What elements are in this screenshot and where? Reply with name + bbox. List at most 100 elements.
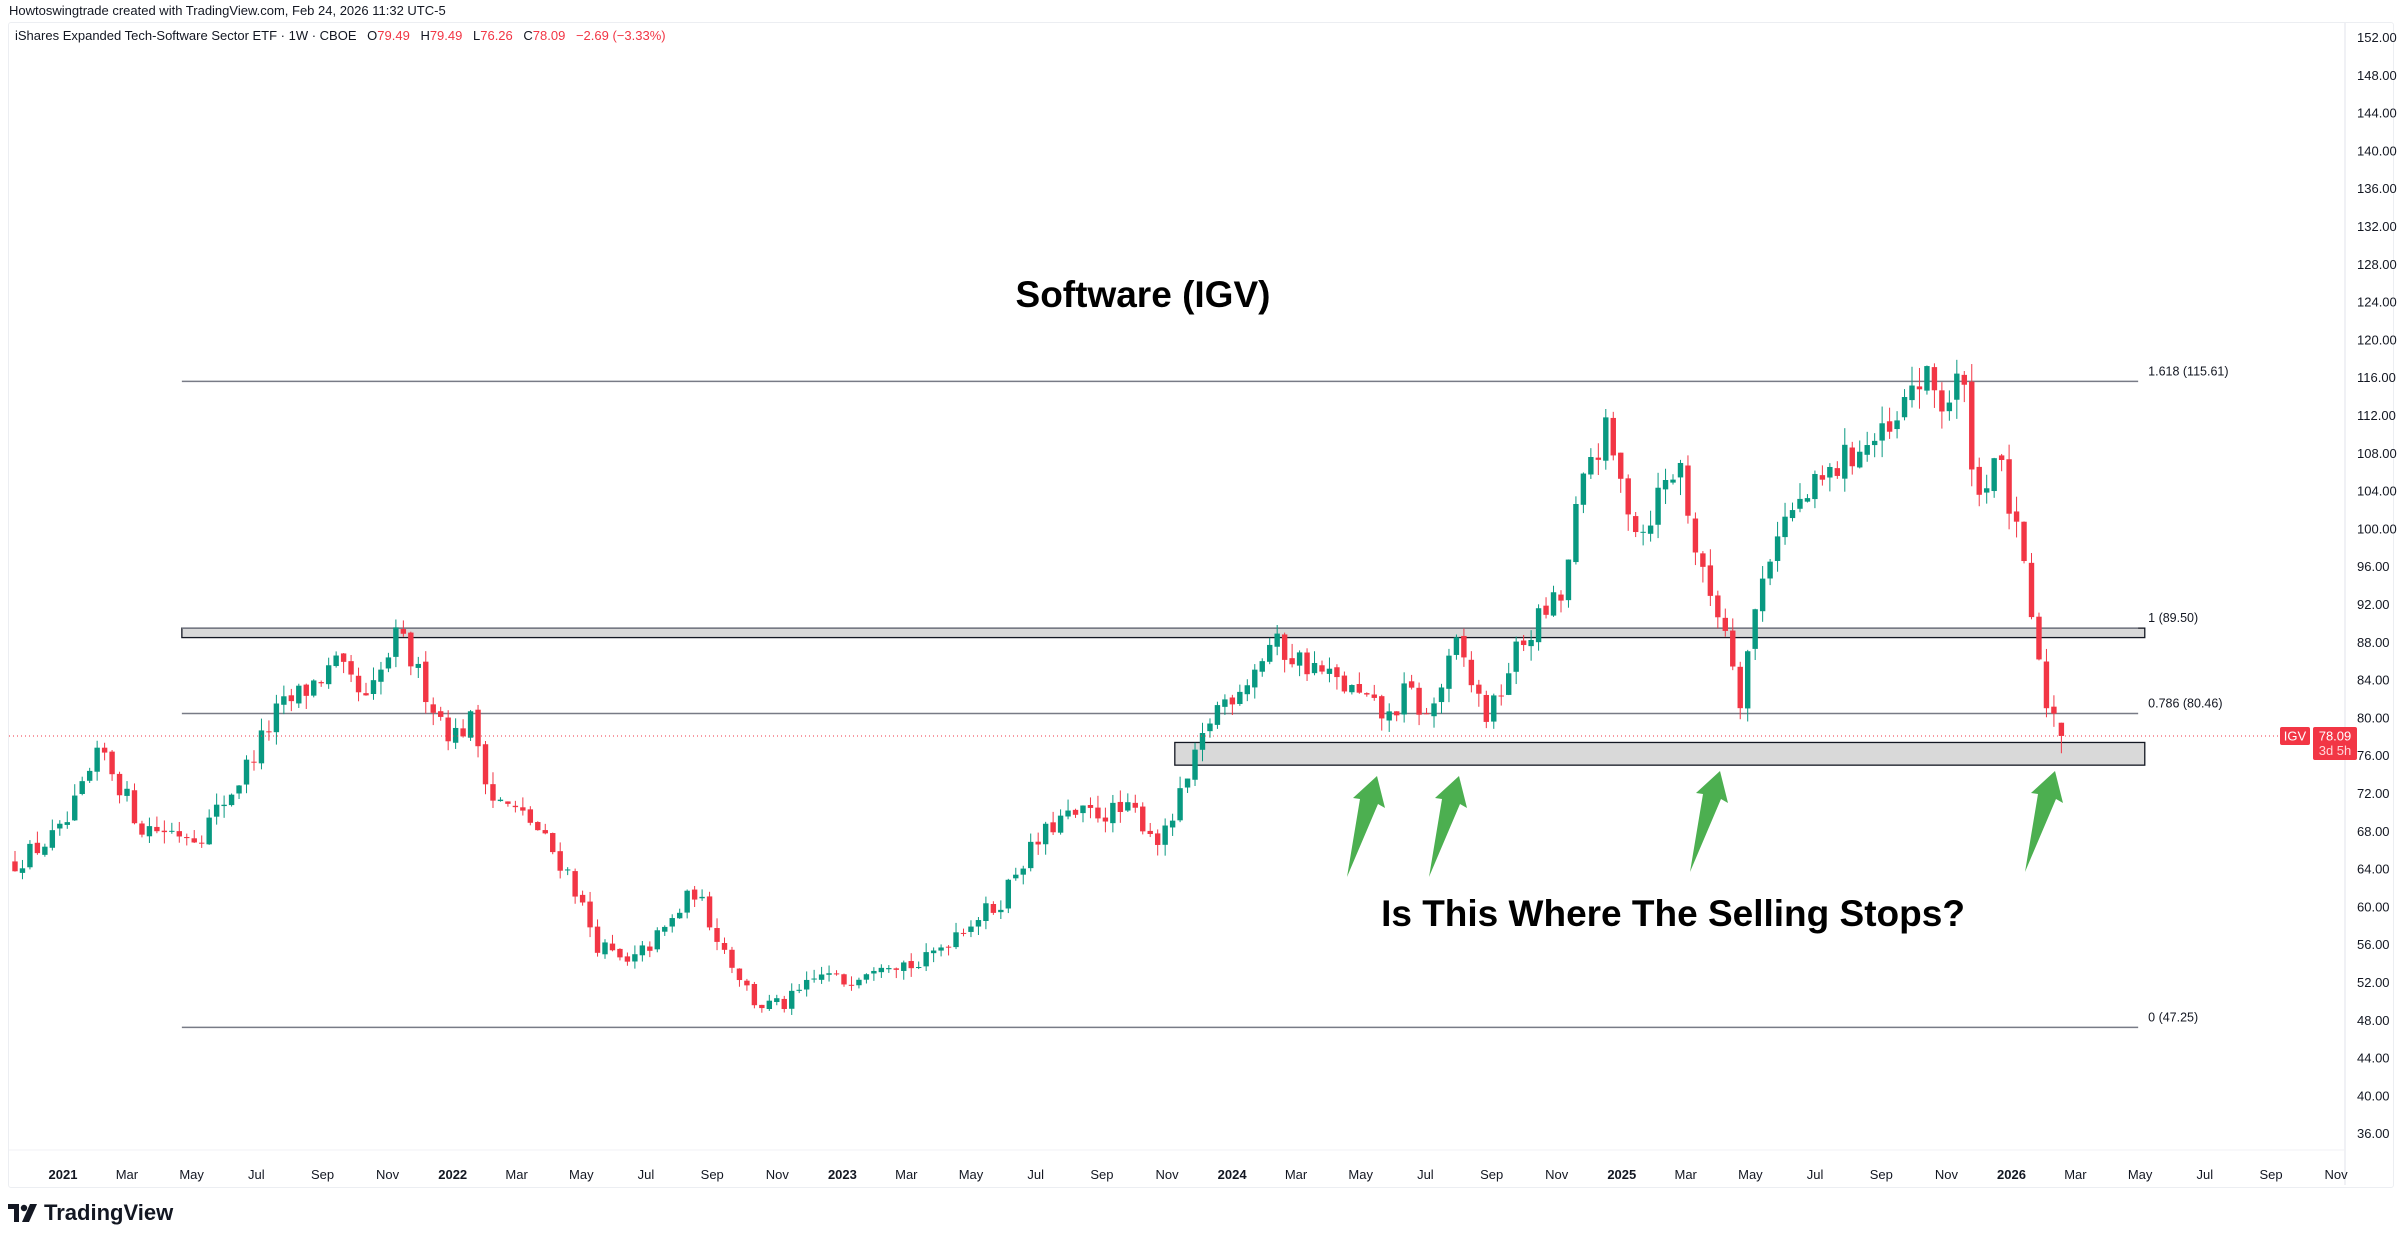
candle: [654, 927, 660, 953]
candle-body: [901, 962, 907, 971]
candle: [930, 947, 937, 963]
candle-body: [1550, 592, 1557, 616]
time-tick-label: May: [2128, 1167, 2153, 1182]
candle-body: [258, 730, 265, 764]
candle-body: [945, 946, 952, 948]
candle: [863, 973, 870, 984]
candle-body: [423, 661, 429, 703]
candle-body: [1162, 825, 1168, 845]
price-axis[interactable]: 152.00 148.00 144.00 140.00 136.00 132.00 128.…: [2357, 30, 2397, 1141]
candle-body: [221, 804, 227, 807]
fib-level-label: 0.786 (80.46): [2148, 697, 2222, 711]
candle-body: [437, 711, 444, 717]
candle-body: [1640, 531, 1646, 533]
price-tick-label: 56.00: [2357, 937, 2390, 952]
candle: [340, 653, 347, 674]
candle: [1767, 558, 1773, 586]
candle-body: [1767, 561, 1773, 579]
candle: [789, 983, 795, 1015]
candle-body: [161, 830, 168, 833]
candle-body: [191, 838, 197, 843]
ticker-badge-text: IGV: [2284, 728, 2307, 743]
candle-body: [998, 909, 1004, 913]
candle: [206, 809, 212, 845]
candle-body: [542, 830, 548, 834]
up-arrow-icon: [1690, 771, 1728, 872]
time-tick-label: May: [179, 1167, 204, 1182]
candle-body: [1961, 374, 1967, 385]
price-tick-label: 128.00: [2357, 257, 2397, 272]
candle-body: [691, 889, 698, 900]
time-tick-label: Sep: [701, 1167, 724, 1182]
candle: [318, 680, 324, 687]
chart-credit: Howtoswingtrade created with TradingView…: [9, 3, 446, 18]
candle-body: [2021, 521, 2027, 562]
candle-body: [1819, 475, 1826, 480]
candles: [12, 359, 2065, 1015]
question-annotation: Is This Where The Selling Stops?: [1381, 893, 1965, 934]
candle: [1580, 472, 1587, 514]
candle-body: [624, 956, 631, 962]
candle-body: [1812, 473, 1818, 500]
candle: [1334, 664, 1340, 690]
candle-body: [12, 861, 18, 872]
price-tick-label: 88.00: [2357, 635, 2390, 650]
candle-body: [1326, 668, 1333, 674]
candle: [1491, 693, 1497, 729]
candle: [199, 835, 205, 848]
candle: [288, 688, 295, 712]
candle: [1304, 648, 1310, 681]
candle-body: [57, 823, 63, 829]
candle: [632, 945, 638, 969]
candle-body: [243, 759, 250, 785]
tradingview-logo[interactable]: TradingView: [8, 1200, 173, 1226]
fib-levels: 1.618 (115.61) 1 (89.50) 0.786 (80.46) 0 (4…: [181, 364, 2229, 1029]
candle-body: [266, 731, 272, 733]
candle: [1647, 510, 1654, 542]
candle-body: [811, 978, 817, 980]
candle: [1072, 808, 1079, 818]
candle-body: [2028, 562, 2035, 618]
candle-body: [2043, 661, 2050, 709]
candle: [744, 978, 750, 991]
candle-body: [1289, 658, 1295, 665]
candle-body: [1998, 455, 2005, 461]
candle: [968, 920, 974, 938]
candle: [1042, 821, 1049, 855]
candle: [333, 651, 339, 668]
candle: [736, 968, 743, 987]
candle: [355, 667, 362, 702]
candle: [676, 908, 683, 919]
candle-body: [1296, 652, 1303, 666]
candle: [415, 656, 421, 679]
candle-body: [1647, 525, 1654, 534]
candle: [1222, 694, 1228, 715]
candle-body: [325, 665, 332, 685]
candle-body: [662, 926, 668, 932]
time-axis[interactable]: 2021 Mar May Jul Sep Nov 2022 Mar May Jul Sep Nov 20…: [49, 1167, 2349, 1182]
candle-body: [1169, 820, 1176, 828]
candle-body: [348, 661, 354, 675]
candle-body: [1013, 874, 1019, 879]
candle: [1386, 703, 1392, 732]
candle-body: [109, 751, 115, 775]
price-tick-label: 68.00: [2357, 824, 2390, 839]
candle: [878, 964, 885, 978]
candle-body: [1483, 694, 1490, 722]
price-tick-label: 108.00: [2357, 446, 2397, 461]
candle: [1401, 672, 1407, 723]
candle: [2028, 553, 2035, 620]
candle: [505, 801, 511, 807]
candle: [542, 823, 548, 835]
candle: [983, 896, 989, 930]
candle: [325, 657, 332, 689]
candle-body: [1431, 703, 1437, 717]
time-tick-label: Jul: [248, 1167, 265, 1182]
candle-body: [1498, 695, 1504, 697]
candle-body: [199, 842, 205, 844]
candle: [86, 767, 93, 784]
candle: [445, 710, 451, 751]
candle-body: [818, 974, 825, 980]
candle-body: [482, 744, 489, 785]
